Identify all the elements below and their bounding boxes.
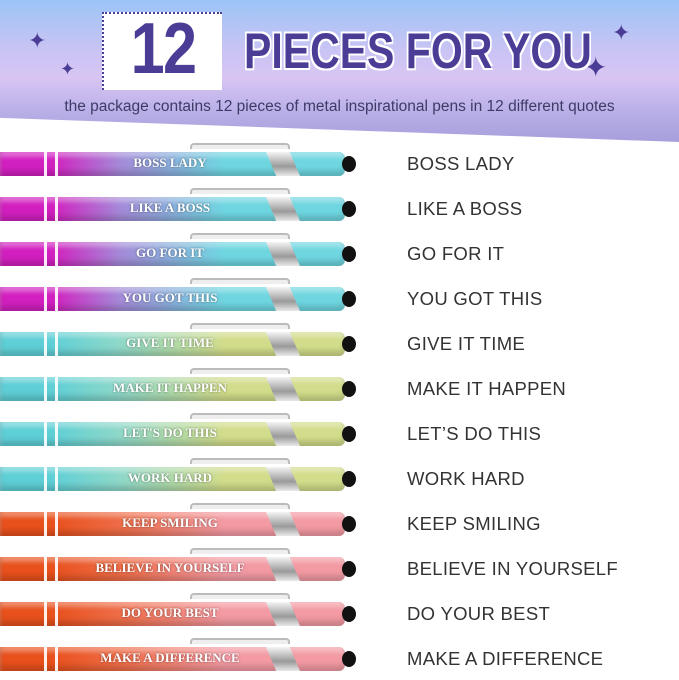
pen-clip (190, 143, 290, 149)
sparkle-star-icon: ✦ (60, 59, 76, 79)
quote-label: GIVE IT TIME (407, 333, 526, 354)
pen-engraving: LIKE A BOSS (129, 200, 211, 215)
pen-ring (44, 152, 47, 176)
pen-row: WORK HARD WORK HARD (0, 455, 679, 500)
pen-ring (44, 242, 47, 266)
pen-ring (55, 152, 58, 176)
page-title: PIECES FOR YOU (244, 23, 592, 79)
stylus-tip (342, 426, 356, 442)
quote-label: MAKE A DIFFERENCE (407, 648, 604, 669)
stylus-tip (342, 561, 356, 577)
pen-ring (55, 512, 58, 536)
pen-ring (55, 287, 58, 311)
pen-ring (44, 422, 47, 446)
pen-ring (44, 557, 47, 581)
stylus-tip (342, 606, 356, 622)
pen-row: LIKE A BOSS LIKE A BOSS (0, 185, 679, 230)
pen-row: GIVE IT TIME GIVE IT TIME (0, 320, 679, 365)
pen-clip (190, 413, 290, 419)
stylus-tip (342, 201, 356, 217)
pen-row: MAKE IT HAPPEN MAKE IT HAPPEN (0, 365, 679, 410)
pen-clip (190, 278, 290, 284)
stylus-tip (342, 246, 356, 262)
pen-ring (55, 332, 58, 356)
pen-ring (55, 647, 58, 671)
pen-engraving: BELIEVE IN YOURSELF (95, 560, 245, 575)
pen-row: KEEP SMILING KEEP SMILING (0, 500, 679, 545)
pen-ring (44, 512, 47, 536)
quote-label: WORK HARD (407, 468, 525, 489)
quote-label: DO YOUR BEST (407, 603, 551, 624)
pen-clip (190, 548, 290, 554)
pen-clip (190, 638, 290, 644)
pen-engraving: WORK HARD (127, 470, 213, 485)
pen-clip (190, 368, 290, 374)
pen-clip (190, 593, 290, 599)
pen-ring (55, 242, 58, 266)
stylus-tip (342, 336, 356, 352)
pen-engraving: MAKE A DIFFERENCE (100, 650, 240, 665)
pen-clip (190, 233, 290, 239)
stylus-tip (342, 381, 356, 397)
stylus-tip (342, 516, 356, 532)
pen-ring (55, 422, 58, 446)
quote-label: BELIEVE IN YOURSELF (407, 558, 618, 579)
pen-row: YOU GOT THIS YOU GOT THIS (0, 275, 679, 320)
pen-ring (44, 377, 47, 401)
pen-ring (44, 647, 47, 671)
stylus-tip (342, 291, 356, 307)
sparkle-star-icon: ✦ (612, 20, 631, 45)
pen-row: MAKE A DIFFERENCE MAKE A DIFFERENCE (0, 635, 679, 680)
pen-clip (190, 458, 290, 464)
quote-label: YOU GOT THIS (407, 288, 543, 309)
quote-label: LIKE A BOSS (407, 198, 523, 219)
quote-label: KEEP SMILING (407, 513, 541, 534)
pen-engraving: LET'S DO THIS (123, 425, 217, 440)
pen-engraving: YOU GOT THIS (122, 290, 218, 305)
quote-label: LET’S DO THIS (407, 423, 542, 444)
stylus-tip (342, 156, 356, 172)
pen-ring (55, 467, 58, 491)
pen-engraving: DO YOUR BEST (121, 605, 219, 620)
pen-row: GO FOR IT GO FOR IT (0, 230, 679, 275)
pen-ring (55, 197, 58, 221)
pen-ring (44, 287, 47, 311)
pen-row: BOSS LADY BOSS LADY (0, 140, 679, 185)
pen-ring (44, 197, 47, 221)
stylus-tip (342, 651, 356, 667)
pen-ring (55, 377, 58, 401)
pen-ring (44, 332, 47, 356)
sparkle-star-icon: ✦ (28, 28, 47, 53)
pen-clip (190, 188, 290, 194)
pen-engraving: BOSS LADY (133, 155, 207, 170)
count-badge: 12 (102, 9, 222, 90)
pen-row: DO YOUR BEST DO YOUR BEST (0, 590, 679, 635)
pen-row: BELIEVE IN YOURSELF BELIEVE IN YOURSELF (0, 545, 679, 590)
pen-engraving: KEEP SMILING (122, 515, 218, 530)
subtitle: the package contains 12 pieces of metal … (64, 98, 615, 115)
stylus-tip (342, 471, 356, 487)
pen-clip (190, 503, 290, 509)
pen-engraving: GO FOR IT (136, 245, 204, 260)
sparkle-star-icon: ✦ (584, 52, 608, 83)
pen-ring (44, 602, 47, 626)
pen-ring (44, 467, 47, 491)
pen-engraving: GIVE IT TIME (126, 335, 214, 350)
quote-label: MAKE IT HAPPEN (407, 378, 567, 399)
pen-row: LET'S DO THIS LET’S DO THIS (0, 410, 679, 455)
pen-ring (55, 602, 58, 626)
quote-label: GO FOR IT (407, 243, 505, 264)
quote-label: BOSS LADY (407, 153, 515, 174)
count-number: 12 (130, 9, 197, 89)
pen-clip (190, 323, 290, 329)
pen-engraving: MAKE IT HAPPEN (113, 380, 227, 395)
pen-ring (55, 557, 58, 581)
